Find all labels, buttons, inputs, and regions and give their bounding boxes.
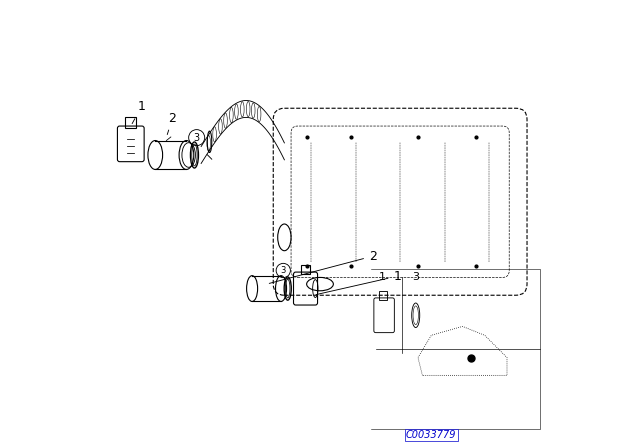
Text: C0033779: C0033779 — [406, 430, 456, 440]
Text: 1: 1 — [379, 271, 386, 282]
Text: 1: 1 — [132, 100, 145, 124]
Text: 2: 2 — [167, 112, 177, 134]
Text: 1: 1 — [316, 270, 401, 295]
Text: 3: 3 — [412, 271, 419, 282]
Text: 3: 3 — [280, 266, 286, 275]
Text: 3: 3 — [194, 133, 200, 142]
Text: 2: 2 — [269, 250, 377, 284]
